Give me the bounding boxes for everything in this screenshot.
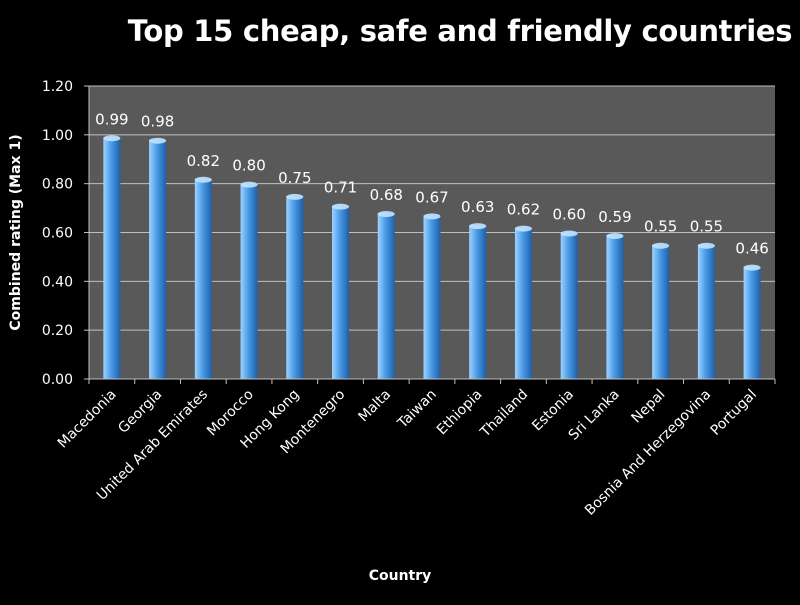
- bar-portugal: [743, 266, 761, 379]
- chart-title: Top 15 cheap, safe and friendly countrie…: [127, 14, 793, 48]
- data-label: 0.75: [278, 169, 311, 187]
- data-label: 0.60: [552, 206, 585, 224]
- data-label: 0.46: [735, 240, 768, 258]
- data-label: 0.55: [644, 218, 677, 236]
- data-label: 0.55: [690, 218, 723, 236]
- bar-cap: [469, 223, 487, 230]
- data-label: 0.98: [141, 113, 174, 131]
- bar-cap: [103, 135, 121, 142]
- bar-morocco: [240, 183, 258, 379]
- y-tick-label: 1.20: [42, 79, 73, 95]
- x-axis-title: Country: [368, 568, 432, 584]
- bar-cap: [606, 232, 624, 239]
- bar-cap: [743, 264, 761, 271]
- bar-hong-kong: [286, 195, 304, 379]
- x-tick-label: Malta: [355, 387, 394, 426]
- y-tick-label: 0.80: [42, 177, 73, 193]
- y-tick-label: 0.60: [42, 226, 73, 242]
- x-tick-label: Portugal: [708, 387, 760, 439]
- bar-cap: [286, 193, 304, 200]
- bars: [103, 135, 761, 379]
- y-tick-label: 0.00: [42, 372, 73, 388]
- x-tick-label: Taiwan: [394, 387, 440, 433]
- bar-malta: [377, 212, 395, 379]
- bar-nepal: [652, 244, 670, 379]
- y-tick-label: 0.40: [42, 274, 73, 290]
- data-label: 0.63: [461, 198, 494, 216]
- data-label: 0.62: [507, 201, 540, 219]
- bar-cap: [194, 176, 212, 183]
- data-labels: 0.99 0.98 0.82 0.80 0.75 0.71 0.68 0.67 0.63 0.62…: [95, 110, 769, 257]
- y-tick-label: 0.20: [42, 323, 73, 339]
- y-axis-ticks: 0.00 0.20 0.40 0.60 0.80 1.00 1.20: [42, 79, 89, 388]
- y-axis-title: Combined rating (Max 1): [8, 134, 24, 330]
- data-label: 0.59: [598, 208, 631, 226]
- bar-cap: [240, 181, 258, 188]
- bar-sri-lanka: [606, 234, 624, 379]
- bar-cap: [423, 213, 441, 220]
- bar-macedonia: [103, 137, 121, 379]
- data-label: 0.68: [370, 186, 403, 204]
- x-tick-label: Macedonia: [55, 387, 120, 452]
- bar-ethiopia: [469, 225, 487, 379]
- bar-thailand: [514, 227, 532, 379]
- bar-cap: [377, 210, 395, 217]
- data-label: 0.67: [415, 188, 448, 206]
- bar-estonia: [560, 232, 578, 379]
- bar-cap: [560, 230, 578, 237]
- bar-georgia: [149, 139, 167, 379]
- bar-cap: [652, 242, 670, 249]
- data-label: 0.80: [232, 157, 265, 175]
- data-label: 0.99: [95, 110, 128, 128]
- x-tick-label: Thailand: [477, 387, 532, 442]
- bar-united-arab-emirates: [194, 178, 212, 379]
- y-tick-label: 1.00: [42, 128, 73, 144]
- bar-cap: [149, 137, 167, 144]
- bar-bosnia-and-herzegovina: [697, 244, 715, 379]
- x-tick-label: Nepal: [629, 387, 669, 427]
- bar-cap: [697, 242, 715, 249]
- data-label: 0.71: [324, 179, 357, 197]
- bar-montenegro: [332, 205, 350, 379]
- bar-cap: [514, 225, 532, 232]
- bar-taiwan: [423, 215, 441, 379]
- bar-cap: [332, 203, 350, 210]
- data-label: 0.82: [187, 152, 220, 170]
